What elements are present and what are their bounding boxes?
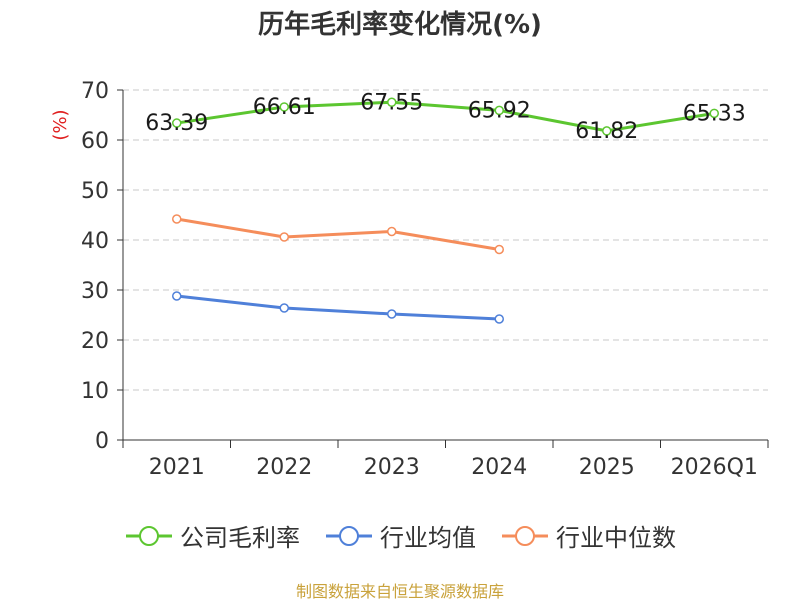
- legend-marker-icon: [502, 525, 548, 546]
- data-point[interactable]: [172, 118, 182, 128]
- y-tick-label: 30: [81, 279, 109, 304]
- data-label: 67.55: [360, 90, 423, 115]
- data-point[interactable]: [279, 232, 289, 242]
- data-label: 65.92: [468, 98, 531, 123]
- data-label: 65.33: [683, 101, 746, 126]
- legend-item-company-margin[interactable]: 公司毛利率: [124, 518, 300, 553]
- y-axis-label: (%): [50, 109, 71, 140]
- legend-marker-icon: [326, 525, 372, 546]
- data-source: 制图数据来自恒生聚源数据库: [295, 582, 504, 601]
- x-tick-label: 2021: [149, 455, 205, 480]
- data-point[interactable]: [387, 97, 397, 107]
- series-line-1: [176, 294, 500, 321]
- legend-item-industry-mean[interactable]: 行业均值: [324, 518, 476, 553]
- data-label: 66.61: [253, 95, 316, 120]
- legend-label: 公司毛利率: [180, 524, 300, 552]
- x-tick-label: 2026Q1: [671, 455, 758, 480]
- data-point[interactable]: [279, 102, 289, 112]
- axes: 0 10 20 30 40 50 60 70 (%) 2021 2022 2023 2024 2025 20…: [50, 79, 769, 480]
- data-point[interactable]: [279, 303, 289, 313]
- y-tick-label: 50: [81, 179, 109, 204]
- data-point[interactable]: [494, 244, 504, 255]
- series-line-2: [176, 217, 500, 251]
- data-point[interactable]: [709, 108, 719, 119]
- y-tick-label: 40: [81, 229, 109, 254]
- legend-marker-icon: [126, 525, 172, 546]
- data-point[interactable]: [387, 226, 397, 237]
- legend-item-industry-median[interactable]: 行业中位数: [500, 518, 676, 553]
- legend-label: 行业中位数: [556, 524, 676, 552]
- x-tick-label: 2025: [579, 455, 635, 480]
- data-label: 63.39: [145, 111, 208, 136]
- chart-title: 历年毛利率变化情况(%): [258, 10, 542, 40]
- data-labels: 63.39 66.61 67.55 65.92 61.82 65.33: [145, 90, 745, 144]
- y-tick-label: 70: [81, 79, 109, 104]
- y-tick-label: 60: [81, 129, 109, 154]
- x-tick-label: 2023: [364, 455, 420, 480]
- series-lines: [172, 97, 719, 324]
- data-point[interactable]: [387, 309, 397, 319]
- data-point[interactable]: [494, 105, 504, 116]
- y-tick-label: 0: [95, 429, 109, 454]
- x-tick-label: 2022: [256, 455, 312, 480]
- y-tick-label: 20: [81, 329, 109, 354]
- x-tick-label: 2024: [471, 455, 527, 480]
- legend: 公司毛利率 行业均值 行业中位数: [0, 518, 800, 553]
- data-point[interactable]: [172, 291, 182, 301]
- data-point[interactable]: [172, 214, 182, 224]
- data-point[interactable]: [602, 126, 612, 136]
- legend-label: 行业均值: [380, 524, 476, 552]
- data-label: 61.82: [575, 119, 638, 144]
- data-point[interactable]: [494, 314, 504, 324]
- series-line-0: [176, 100, 715, 133]
- y-tick-label: 10: [81, 379, 109, 404]
